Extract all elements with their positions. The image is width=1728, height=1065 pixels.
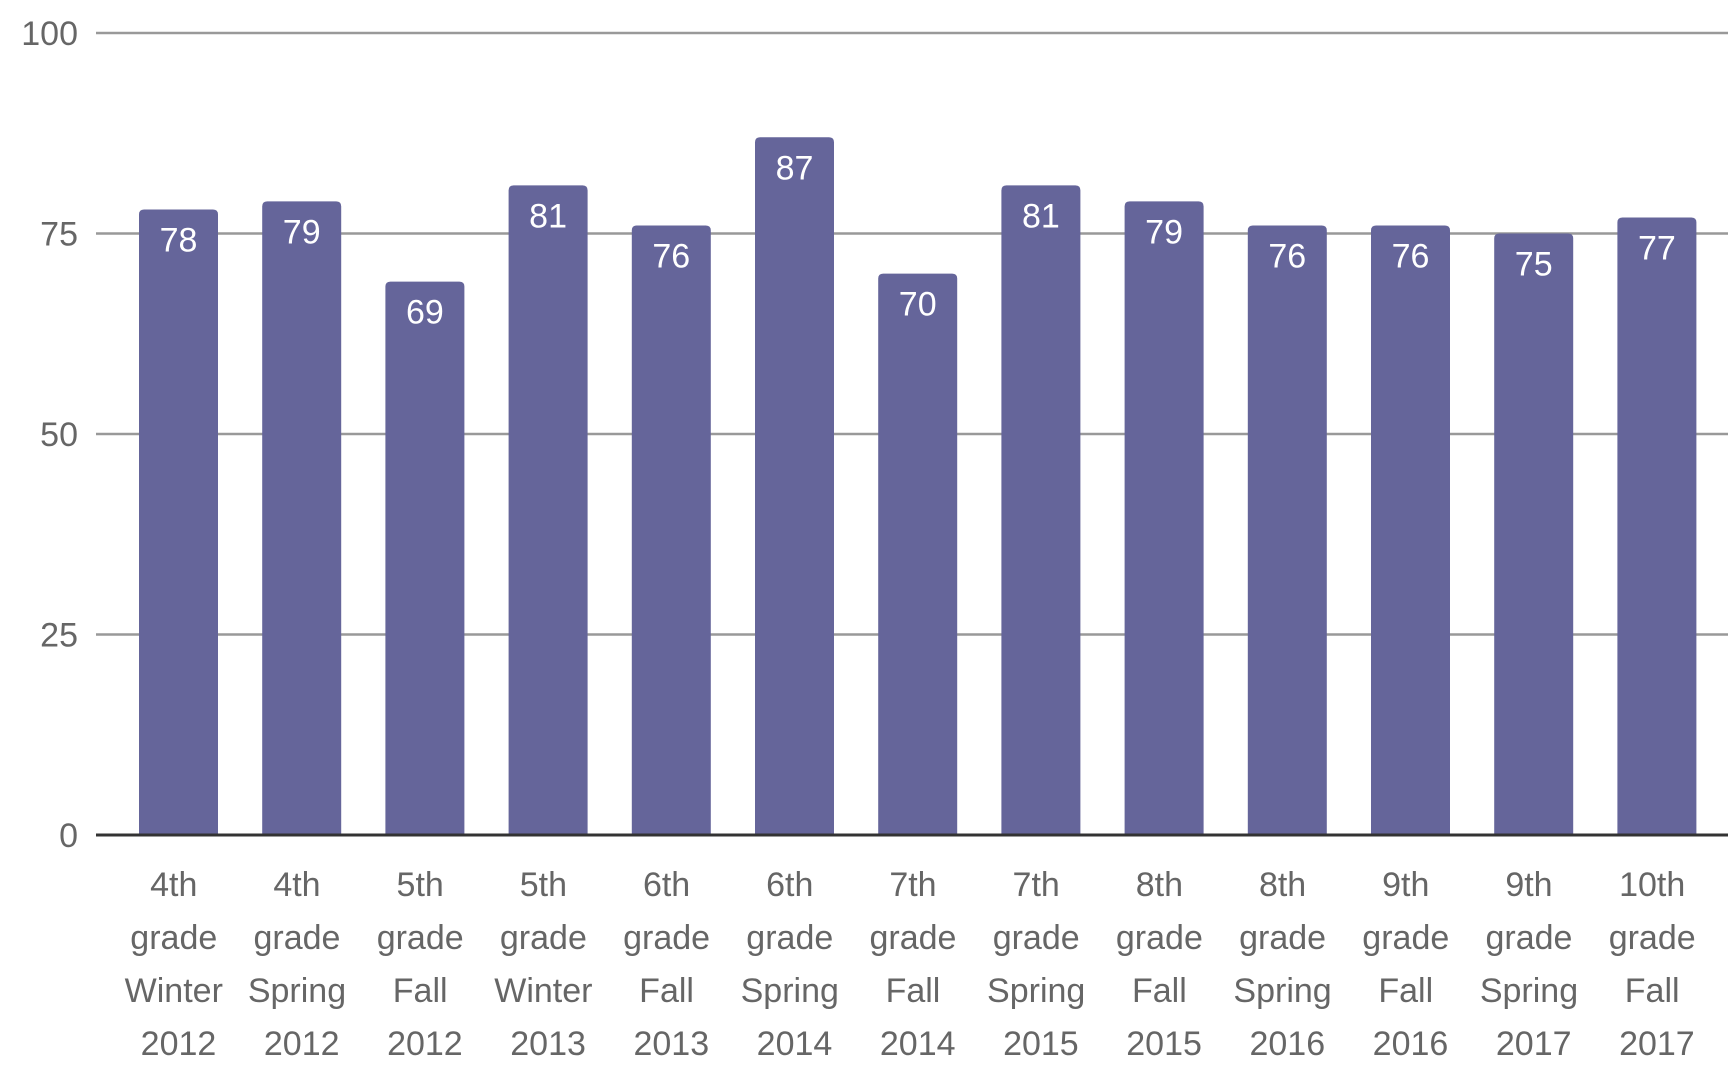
bar bbox=[878, 273, 958, 836]
value-label: 79 bbox=[1145, 213, 1183, 251]
x-tick-label: 7th grade Spring 2015 bbox=[987, 866, 1095, 1063]
bar bbox=[139, 209, 218, 835]
x-tick-label: 10th grade Fall 2017 bbox=[1609, 866, 1705, 1063]
value-label: 79 bbox=[283, 213, 321, 251]
bar bbox=[1371, 225, 1450, 836]
y-tick-label: 0 bbox=[59, 817, 78, 855]
y-tick-label: 75 bbox=[40, 216, 78, 254]
bar bbox=[1617, 217, 1697, 835]
value-label: 76 bbox=[652, 237, 690, 275]
value-label: 69 bbox=[406, 294, 444, 332]
bar bbox=[385, 281, 465, 835]
x-tick-label: 9th grade Fall 2016 bbox=[1362, 866, 1458, 1063]
value-label: 81 bbox=[1022, 197, 1060, 235]
x-tick-label: 5th grade Fall 2012 bbox=[377, 866, 473, 1063]
bar bbox=[1124, 201, 1204, 836]
value-label: 78 bbox=[160, 221, 198, 259]
x-tick-label: 8th grade Fall 2015 bbox=[1116, 866, 1212, 1063]
value-label: 87 bbox=[776, 149, 814, 187]
value-label: 75 bbox=[1515, 246, 1553, 284]
x-tick-label: 4th grade Winter 2012 bbox=[125, 866, 233, 1063]
bar bbox=[1001, 185, 1081, 835]
x-tick-label: 9th grade Spring 2017 bbox=[1480, 866, 1588, 1063]
y-tick-label: 100 bbox=[21, 15, 78, 53]
x-tick-label: 4th grade Spring 2012 bbox=[248, 866, 356, 1063]
value-label: 76 bbox=[1392, 237, 1430, 275]
value-label: 77 bbox=[1638, 229, 1676, 267]
value-label: 81 bbox=[529, 197, 567, 235]
y-tick-label: 50 bbox=[40, 416, 78, 454]
y-tick-label: 25 bbox=[40, 617, 78, 655]
x-tick-label: 8th grade Spring 2016 bbox=[1233, 866, 1341, 1063]
bar bbox=[1494, 233, 1574, 835]
x-tick-label: 7th grade Fall 2014 bbox=[869, 866, 965, 1063]
x-tick-label: 6th grade Fall 2013 bbox=[623, 866, 719, 1063]
value-label: 76 bbox=[1268, 237, 1306, 275]
bar bbox=[508, 185, 588, 835]
bar bbox=[1247, 225, 1327, 836]
bar bbox=[262, 201, 342, 836]
x-tick-label: 6th grade Spring 2014 bbox=[741, 866, 849, 1063]
bar bbox=[755, 137, 834, 835]
bar bbox=[631, 225, 711, 836]
value-label: 70 bbox=[899, 286, 937, 324]
x-tick-label: 5th grade Winter 2013 bbox=[494, 866, 602, 1063]
